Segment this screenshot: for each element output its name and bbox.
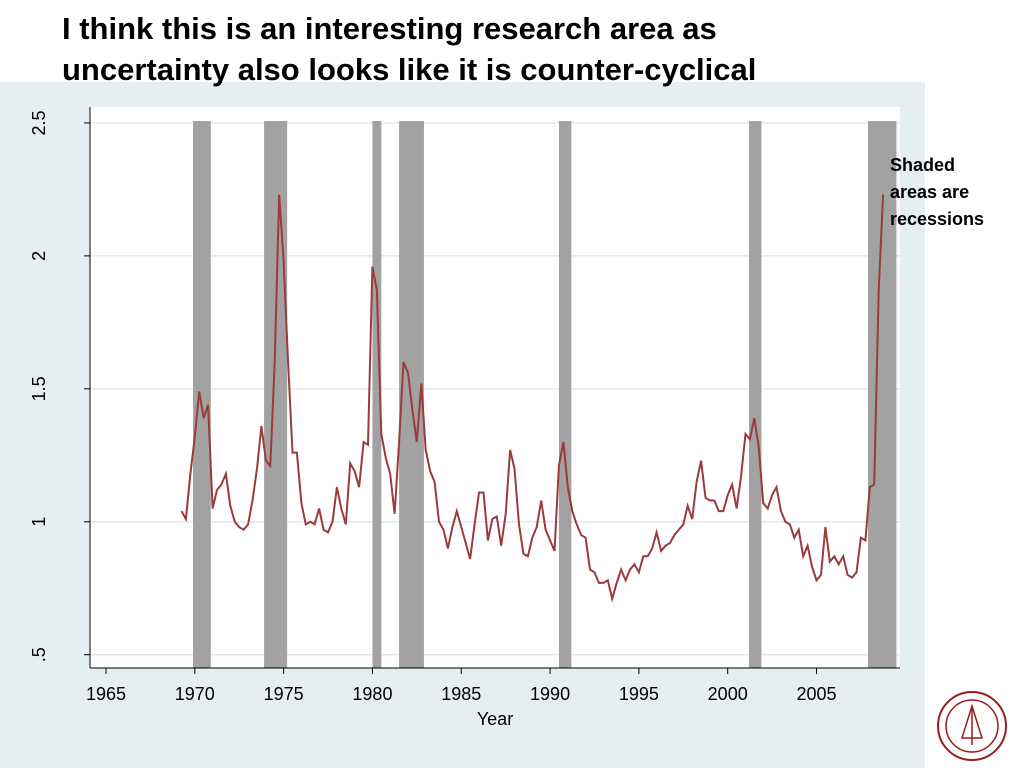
x-tick-label: 1965 [86, 684, 126, 704]
x-tick-label: 2000 [708, 684, 748, 704]
annotation: recessions [890, 209, 984, 229]
recession-band [264, 121, 288, 668]
recession-band [193, 121, 211, 668]
data-line [180, 194, 885, 603]
y-tick-label: 1 [29, 517, 49, 527]
recession-band [558, 121, 572, 668]
x-tick-label: 1990 [530, 684, 570, 704]
x-tick-label: 1975 [264, 684, 304, 704]
plot [90, 121, 900, 668]
x-tick-label: 1985 [441, 684, 481, 704]
x-tick-label: 1995 [619, 684, 659, 704]
title-line: uncertainty also looks like it is counte… [62, 52, 756, 87]
x-tick-label: 2005 [796, 684, 836, 704]
recession-band [372, 121, 382, 668]
y-tick-label: 1.5 [29, 376, 49, 401]
y-tick-label: .5 [29, 647, 49, 662]
x-tick-label: 1970 [175, 684, 215, 704]
y-tick-label: 2.5 [29, 110, 49, 135]
title-line: I think this is an interesting research … [62, 11, 717, 46]
annotation: areas are [890, 182, 969, 202]
recession-band [749, 121, 762, 668]
logo [937, 691, 1007, 761]
x-tick-label: 1980 [352, 684, 392, 704]
annotation: Shaded [890, 155, 955, 175]
y-tick-label: 2 [29, 251, 49, 261]
plot-area [90, 107, 900, 668]
x-axis-label: Year [477, 709, 513, 729]
